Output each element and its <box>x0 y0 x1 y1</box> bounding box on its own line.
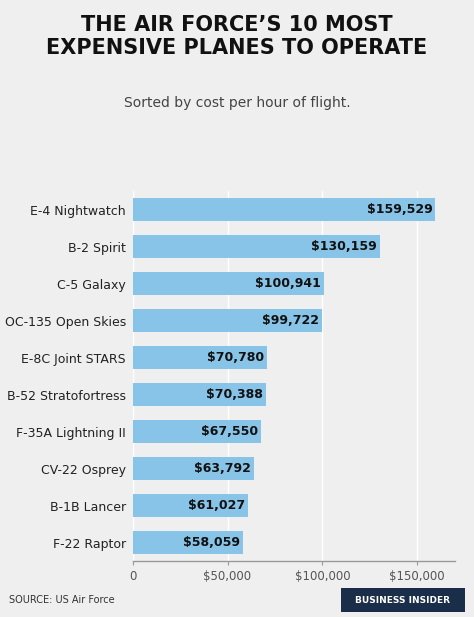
Bar <box>133 272 324 296</box>
Text: $159,529: $159,529 <box>366 203 432 217</box>
Text: THE AIR FORCE’S 10 MOST
EXPENSIVE PLANES TO OPERATE: THE AIR FORCE’S 10 MOST EXPENSIVE PLANES… <box>46 15 428 58</box>
Text: $58,059: $58,059 <box>183 536 240 550</box>
Bar <box>133 494 248 518</box>
Text: Sorted by cost per hour of flight.: Sorted by cost per hour of flight. <box>124 96 350 110</box>
Bar <box>133 420 261 444</box>
Text: SOURCE: US Air Force: SOURCE: US Air Force <box>9 595 115 605</box>
Bar <box>133 309 322 333</box>
Bar <box>133 457 254 481</box>
Text: $70,388: $70,388 <box>207 388 264 402</box>
Bar <box>133 531 243 555</box>
Text: BUSINESS INSIDER: BUSINESS INSIDER <box>356 595 450 605</box>
Bar <box>133 383 266 407</box>
Bar <box>133 235 380 259</box>
Text: $100,941: $100,941 <box>255 277 321 291</box>
FancyBboxPatch shape <box>341 588 465 612</box>
Text: $67,550: $67,550 <box>201 425 258 439</box>
Text: $61,027: $61,027 <box>189 499 246 513</box>
Bar <box>133 346 267 370</box>
Text: $130,159: $130,159 <box>311 240 377 254</box>
Bar <box>133 198 435 222</box>
Text: $99,722: $99,722 <box>262 314 319 328</box>
Text: $63,792: $63,792 <box>194 462 251 476</box>
Text: $70,780: $70,780 <box>207 351 264 365</box>
